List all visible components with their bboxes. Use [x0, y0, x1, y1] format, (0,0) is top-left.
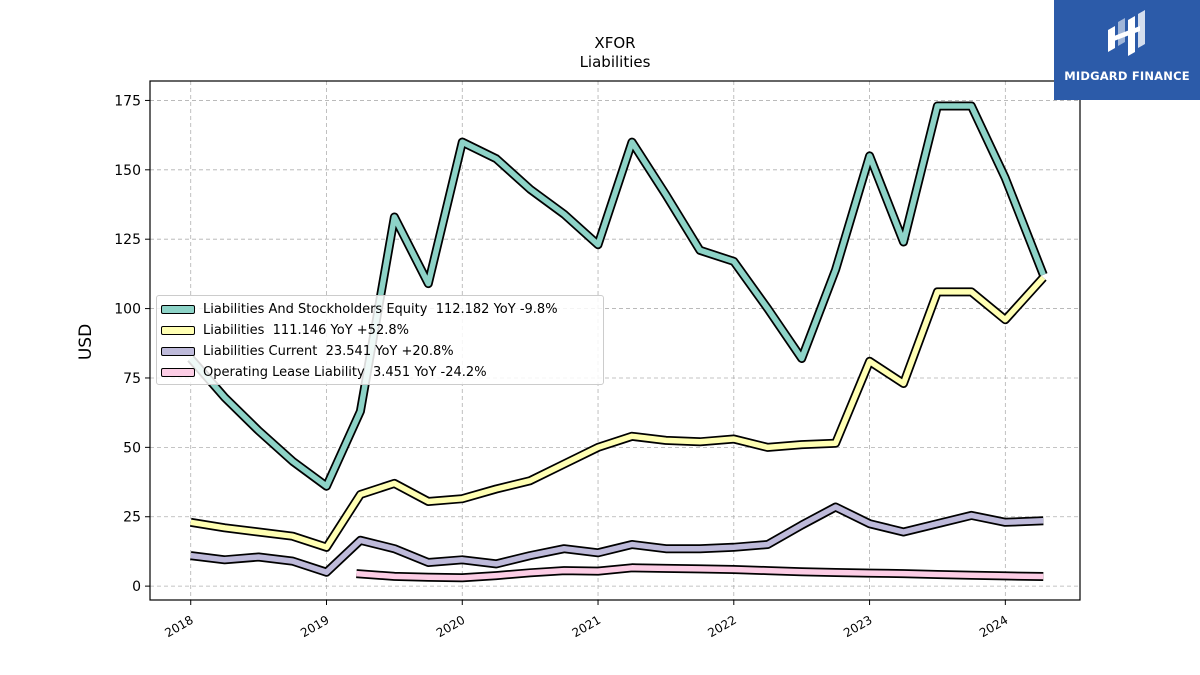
legend-label-lease: Operating Lease Liability 3.451 YoY -24.…	[203, 364, 487, 380]
y-tick-label: 50	[123, 440, 141, 456]
y-tick-label: 100	[114, 302, 141, 318]
legend-label-liabilities: Liabilities 111.146 YoY +52.8%	[203, 322, 409, 338]
legend-swatch-equity	[161, 304, 195, 314]
legend-swatch-current	[161, 346, 195, 356]
chart-subtitle: Liabilities	[580, 53, 651, 71]
y-tick-label: 175	[114, 93, 141, 109]
y-axis-label: USD	[76, 324, 96, 360]
brand-logo: MIDGARD FINANCE	[1054, 0, 1200, 100]
legend-swatch-lease	[161, 367, 195, 377]
x-tick-label: 2023	[841, 613, 874, 640]
series-line-liabilities	[190, 275, 1046, 551]
x-tick-label: 2024	[977, 613, 1010, 640]
legend-label-equity: Liabilities And Stockholders Equity 112.…	[203, 301, 558, 317]
y-tick-label: 125	[114, 232, 141, 248]
legend-item-lease: Operating Lease Liability 3.451 YoY -24.…	[157, 362, 487, 382]
chart-legend: Liabilities And Stockholders Equity 112.…	[156, 295, 604, 385]
brand-name: MIDGARD FINANCE	[1064, 69, 1190, 83]
series-line-operating-lease-liability	[356, 565, 1044, 581]
x-tick-label: 2020	[434, 613, 467, 640]
x-tick-label: 2021	[570, 613, 603, 640]
series-layer	[187, 101, 1048, 583]
legend-label-current: Liabilities Current 23.541 YoY +20.8%	[203, 343, 454, 359]
x-tick-label: 2022	[705, 613, 738, 640]
x-tick-label: 2018	[162, 613, 195, 640]
series-line-liabilities-and-stockholders-equity	[188, 103, 1046, 489]
brand-mark-icon	[1108, 10, 1145, 56]
plot-frame	[149, 80, 1081, 601]
y-tick-label: 75	[123, 371, 141, 387]
y-tick-label: 25	[123, 510, 141, 526]
legend-item-current: Liabilities Current 23.541 YoY +20.8%	[157, 341, 454, 361]
x-tick-label: 2019	[298, 613, 331, 640]
chart-title: XFOR	[594, 34, 635, 52]
legend-item-equity: Liabilities And Stockholders Equity 112.…	[157, 299, 558, 319]
y-tick-label: 0	[132, 579, 141, 595]
series-line-liabilities-current	[190, 504, 1044, 575]
legend-swatch-liabilities	[161, 325, 195, 335]
legend-item-liabilities: Liabilities 111.146 YoY +52.8%	[157, 320, 409, 340]
y-tick-label: 150	[114, 163, 141, 179]
